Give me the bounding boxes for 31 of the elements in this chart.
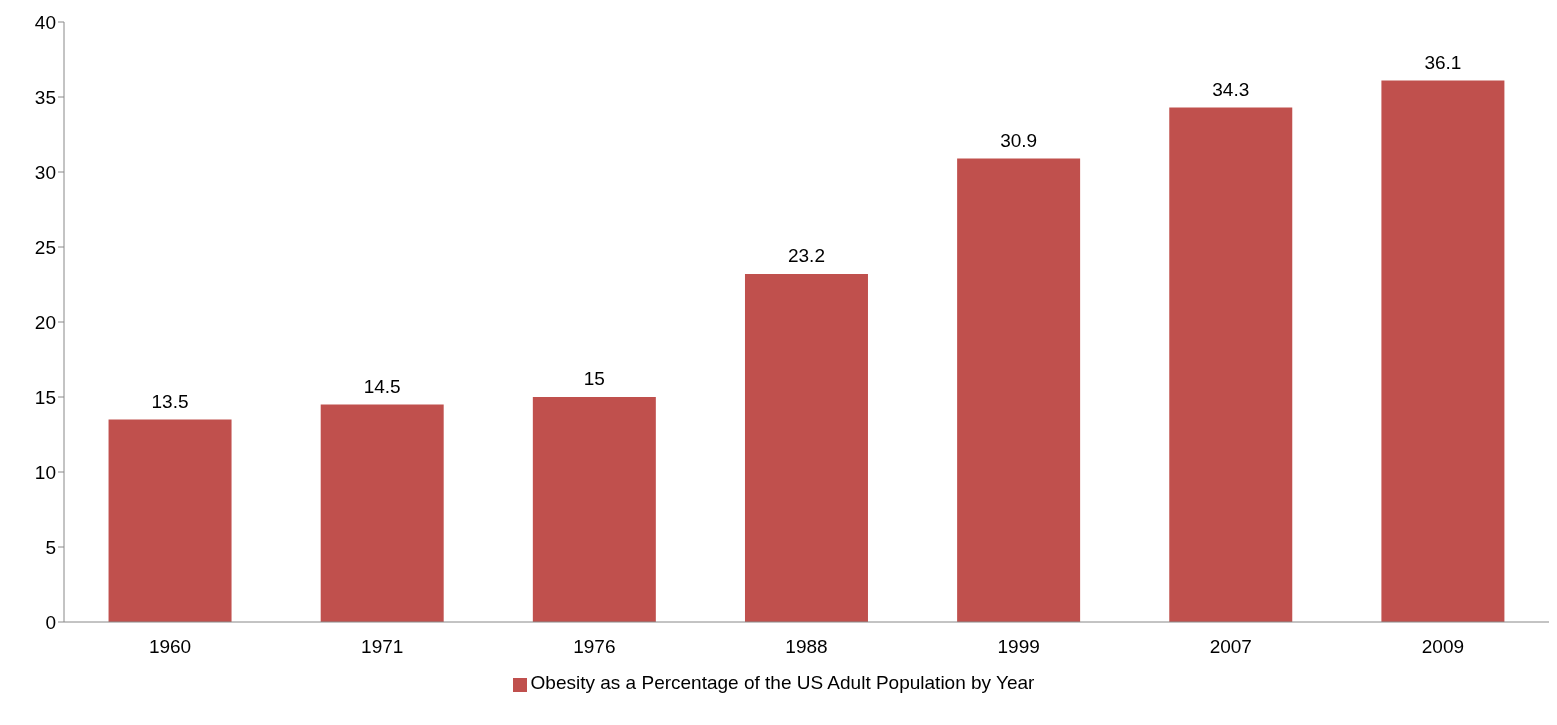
y-tick-label: 25 <box>34 236 56 258</box>
bar <box>744 274 868 622</box>
x-tick-label: 1976 <box>573 636 616 658</box>
bar <box>1169 107 1293 622</box>
y-tick-label: 20 <box>34 311 56 333</box>
data-label: 36.1 <box>1424 51 1462 73</box>
y-tick-label: 5 <box>45 536 56 558</box>
bar <box>108 419 232 622</box>
y-tick-label: 15 <box>34 386 56 408</box>
x-tick-label: 1971 <box>361 636 404 658</box>
data-label: 14.5 <box>363 375 401 397</box>
y-tick-label: 35 <box>34 86 56 108</box>
y-tick-label: 30 <box>34 161 56 183</box>
x-tick-label: 2007 <box>1209 636 1252 658</box>
bar <box>957 158 1081 622</box>
data-label: 23.2 <box>787 245 825 266</box>
x-tick-label: 1988 <box>785 636 828 658</box>
x-tick-label: 1960 <box>148 636 192 658</box>
y-tick-label: 10 <box>34 461 56 483</box>
y-tick-label: 40 <box>34 11 56 33</box>
data-label: 34.3 <box>1212 78 1250 100</box>
bar <box>1381 80 1505 622</box>
x-tick-label: 1999 <box>997 636 1040 658</box>
bar <box>320 404 444 622</box>
data-label: 30.9 <box>1000 129 1038 151</box>
data-label: 13.5 <box>151 390 189 412</box>
legend-label: Obesity as a Percentage of the US Adult Population by Year <box>530 672 1035 693</box>
x-tick-label: 2009 <box>1421 636 1465 658</box>
data-label: 15 <box>583 368 605 389</box>
y-tick-label: 0 <box>45 611 56 633</box>
bar <box>532 397 656 622</box>
